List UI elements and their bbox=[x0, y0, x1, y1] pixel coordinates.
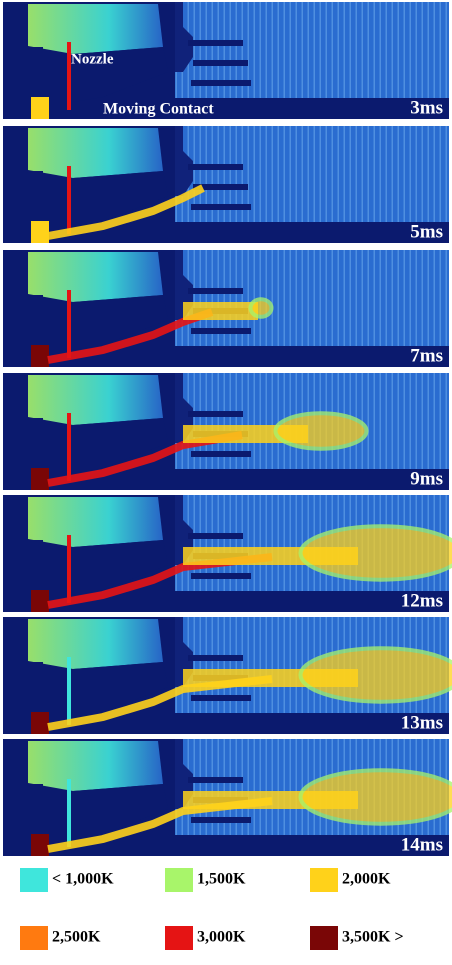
legend-label: 3,500K > bbox=[342, 929, 404, 946]
electrode-step bbox=[188, 655, 243, 661]
panel: 5ms bbox=[3, 126, 449, 243]
panel: 14ms bbox=[3, 739, 452, 856]
legend-swatch bbox=[20, 868, 48, 892]
electrode-step bbox=[188, 164, 243, 170]
electrode-step bbox=[191, 817, 251, 823]
moving-contact bbox=[98, 591, 449, 612]
legend-label: 3,000K bbox=[197, 929, 246, 946]
electrode-step bbox=[188, 533, 243, 539]
electrode-step bbox=[188, 411, 243, 417]
hot-gas-upper bbox=[28, 4, 163, 54]
moving-contact bbox=[98, 346, 449, 367]
panels: 3ms Nozzle Moving Contact 5ms 7ms 9ms 12ms 13ms… bbox=[3, 2, 452, 856]
hot-root bbox=[31, 712, 49, 734]
time-label: 9ms bbox=[410, 468, 443, 489]
jet-plume bbox=[301, 526, 452, 579]
solid-left bbox=[3, 47, 43, 97]
electrode-step bbox=[193, 60, 248, 66]
legend-label: 2,000K bbox=[342, 871, 391, 888]
electrode-step bbox=[191, 451, 251, 457]
panel: 13ms bbox=[3, 617, 452, 734]
hot-gas-upper bbox=[28, 497, 163, 547]
solid-left bbox=[3, 662, 43, 712]
solid-left bbox=[3, 784, 43, 834]
electrode-step bbox=[191, 573, 251, 579]
hot-root bbox=[31, 345, 49, 367]
electrode-step bbox=[191, 328, 251, 334]
hot-gas-upper bbox=[28, 128, 163, 178]
electrode-step bbox=[191, 695, 251, 701]
hot-gas-upper bbox=[28, 375, 163, 425]
legend-swatch bbox=[165, 868, 193, 892]
hot-root bbox=[31, 468, 49, 490]
legend-label: 1,500K bbox=[197, 871, 246, 888]
moving-contact bbox=[98, 713, 449, 734]
electrode-step bbox=[191, 80, 251, 86]
time-label: 5ms bbox=[410, 221, 443, 242]
moving-contact bbox=[98, 222, 449, 243]
solid-left bbox=[3, 418, 43, 468]
annotation: Nozzle bbox=[71, 51, 114, 67]
electrode-step bbox=[188, 40, 243, 46]
solid-left bbox=[3, 171, 43, 221]
legend-swatch bbox=[310, 868, 338, 892]
hot-gas-upper bbox=[28, 619, 163, 669]
moving-contact bbox=[98, 469, 449, 490]
legend-swatch bbox=[310, 926, 338, 950]
hot-root bbox=[31, 834, 49, 856]
panel: 9ms bbox=[3, 373, 449, 490]
jet-plume bbox=[301, 648, 452, 701]
panel: 7ms bbox=[3, 250, 449, 367]
hot-root bbox=[31, 97, 49, 119]
jet-plume bbox=[251, 299, 272, 316]
panel: 3ms Nozzle Moving Contact bbox=[3, 2, 449, 119]
jet bbox=[183, 302, 258, 320]
panel: 12ms bbox=[3, 495, 452, 612]
time-label: 7ms bbox=[410, 345, 443, 366]
hot-gas-upper bbox=[28, 252, 163, 302]
legend: < 1,000K 1,500K 2,000K 2,500K 3,000K 3,500K > bbox=[20, 868, 404, 950]
legend-swatch bbox=[165, 926, 193, 950]
hot-root bbox=[31, 221, 49, 243]
annotation: Moving Contact bbox=[103, 101, 214, 118]
time-label: 12ms bbox=[401, 590, 443, 611]
electrode-step bbox=[188, 777, 243, 783]
legend-swatch bbox=[20, 926, 48, 950]
time-label: 3ms bbox=[410, 97, 443, 118]
jet-plume bbox=[301, 770, 452, 823]
hot-root bbox=[31, 590, 49, 612]
solid-left bbox=[3, 540, 43, 590]
electrode-step bbox=[188, 288, 243, 294]
time-label: 14ms bbox=[401, 834, 443, 855]
legend-label: 2,500K bbox=[52, 929, 101, 946]
time-label: 13ms bbox=[401, 712, 443, 733]
hot-gas-upper bbox=[28, 741, 163, 791]
moving-contact bbox=[98, 835, 449, 856]
solid-left bbox=[3, 295, 43, 345]
jet-plume bbox=[276, 413, 367, 448]
electrode-step bbox=[191, 204, 251, 210]
figure: 3ms Nozzle Moving Contact 5ms 7ms 9ms 12ms 13ms… bbox=[0, 0, 452, 965]
legend-label: < 1,000K bbox=[52, 871, 114, 888]
